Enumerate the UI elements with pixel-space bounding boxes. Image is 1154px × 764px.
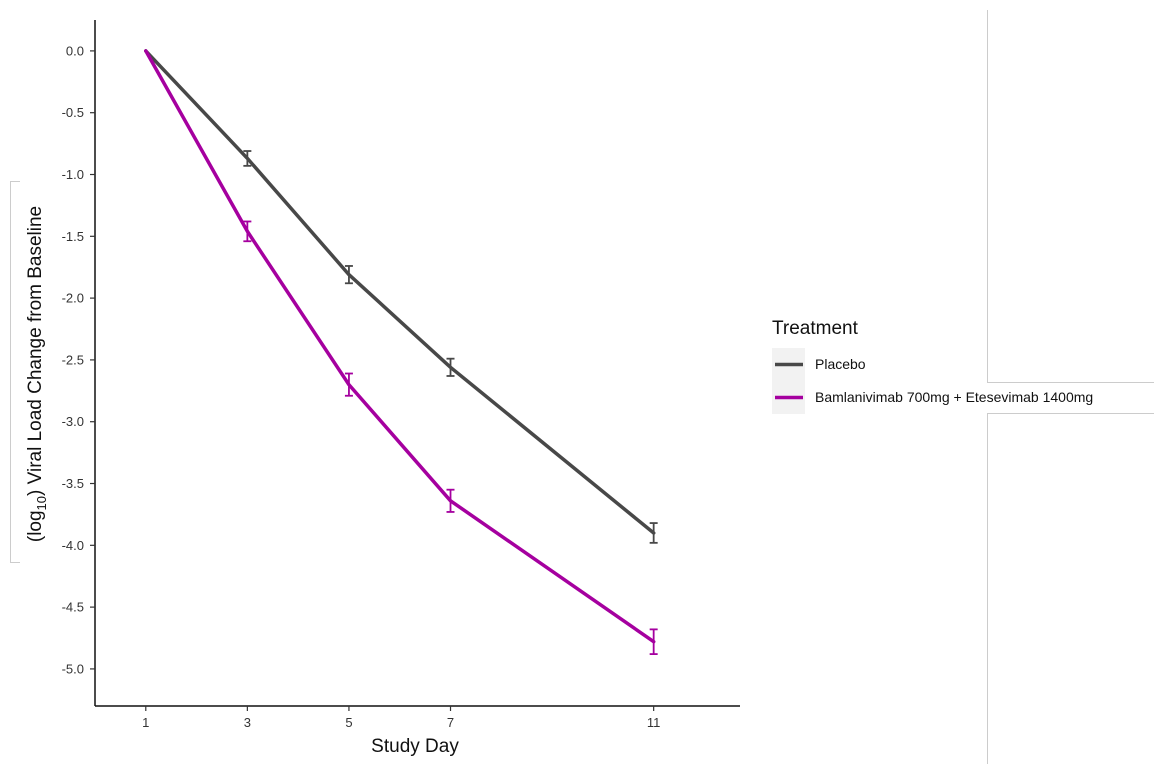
x-tick-label: 3 [244, 715, 251, 730]
x-tick-label: 7 [447, 715, 454, 730]
series-0 [144, 49, 658, 544]
legend-title: Treatment [772, 318, 859, 339]
y-tick-label: -1.5 [62, 229, 84, 244]
y-axis-title-subscript: 10 [34, 496, 49, 510]
legend-label-placebo: Placebo [815, 356, 866, 372]
series-line [144, 49, 656, 644]
legend-label-bamlanivimab: Bamlanivimab 700mg + Etesevimab 1400mg [815, 389, 1093, 405]
x-tick-label: 5 [345, 715, 352, 730]
y-axis-title-prefix: (log [25, 510, 46, 542]
error-bar [344, 372, 353, 397]
y-axis-title-suffix: ) Viral Load Change from Baseline [25, 206, 46, 496]
y-tick-label: 0.0 [66, 43, 84, 58]
y-axis-ticks: 0.0 -0.5 -1.0 -1.5 -2.0 -2.5 -3.0 -3.5 -4.0 -4.5 -… [62, 43, 95, 676]
error-bar [649, 522, 658, 544]
legend: Treatment Placebo Bamlanivimab 700mg + E… [772, 318, 1093, 414]
x-tick-label: 11 [647, 715, 661, 730]
error-bar [243, 150, 252, 167]
x-tick-label: 1 [142, 715, 149, 730]
y-tick-label: -2.0 [62, 291, 84, 306]
error-bar [446, 357, 455, 377]
error-bar [243, 220, 252, 243]
y-tick-label: -4.5 [62, 600, 84, 615]
y-tick-label: -5.0 [62, 661, 84, 676]
y-tick-label: -4.0 [62, 538, 84, 553]
series-layer [144, 49, 658, 655]
x-axis-ticks: 1 3 5 7 11 [142, 706, 660, 730]
x-axis-title: Study Day [371, 736, 459, 757]
y-tick-label: -3.5 [62, 476, 84, 491]
y-tick-label: -2.5 [62, 352, 84, 367]
y-axis-title: (log10) Viral Load Change from Baseline [25, 206, 49, 542]
y-tick-label: -3.0 [62, 414, 84, 429]
series-1 [144, 49, 658, 655]
y-tick-label: -1.0 [62, 167, 84, 182]
error-bar [344, 265, 353, 285]
error-bar [446, 488, 455, 513]
series-line [144, 49, 656, 535]
y-tick-label: -0.5 [62, 105, 84, 120]
error-bar [649, 628, 658, 655]
